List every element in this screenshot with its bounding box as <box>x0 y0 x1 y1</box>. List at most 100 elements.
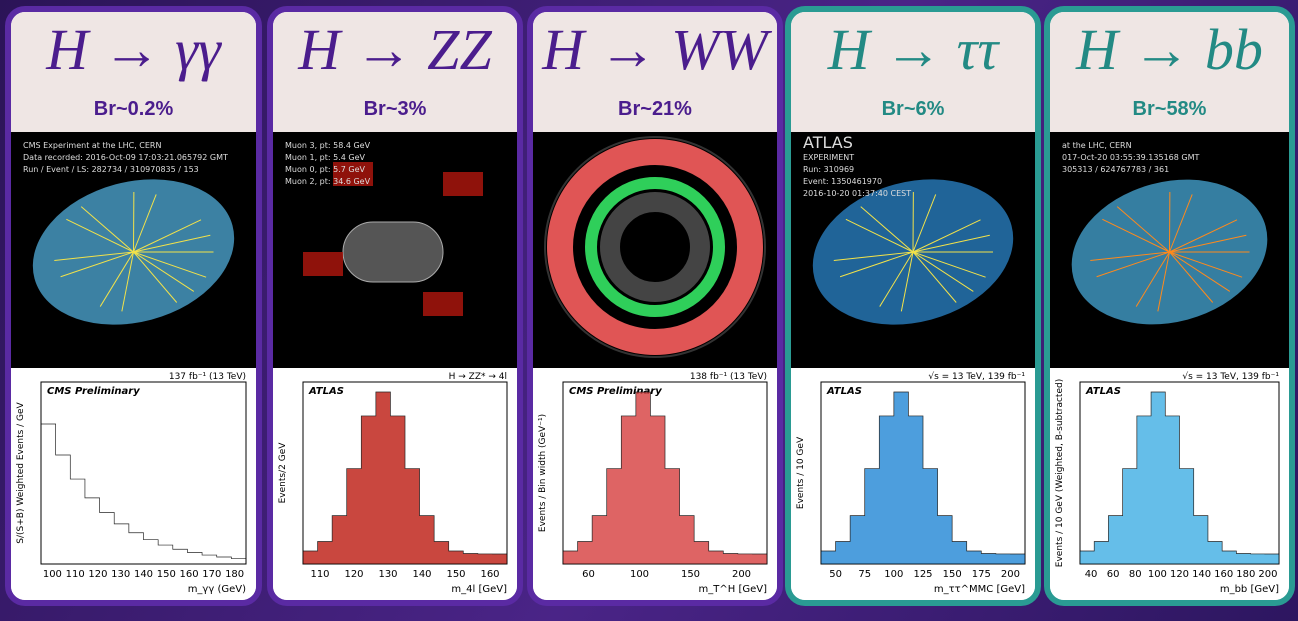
event-label: Muon 0, pt: 5.7 GeV <box>285 165 365 174</box>
plot-lumi: H → ZZ* → 4l <box>449 372 507 382</box>
track <box>121 251 134 312</box>
muon-chamber <box>443 172 483 196</box>
x-tick-label: 150 <box>681 569 700 580</box>
event-display: Muon 3, pt: 58.4 GeV Muon 1, pt: 5.4 GeV M… <box>273 132 517 368</box>
card: H → WW Br~21% CMS Preliminary 138 fb⁻¹ (13 … <box>527 6 783 606</box>
event-display: at the LHC, CERN 017-Oct-20 03:55:39.1351… <box>1050 132 1289 368</box>
x-tick-label: 100 <box>43 569 62 580</box>
event-label: Event: 1350461970 <box>803 177 882 186</box>
card-header: H → WW Br~21% <box>533 12 777 132</box>
x-tick-label: 75 <box>858 569 871 580</box>
x-axis-label: m_bb [GeV] <box>1220 584 1279 595</box>
x-tick-label: 180 <box>225 569 244 580</box>
track <box>912 251 957 303</box>
event-display: ATLAS EXPERIMENT Run: 310969 Event: 1350461… <box>791 132 1035 368</box>
plot: CMS Preliminary 137 fb⁻¹ (13 TeV) S/(S+B) … <box>11 368 256 600</box>
y-axis-label: S/(S+B) Weighted Events / GeV <box>16 401 26 543</box>
track <box>133 219 202 253</box>
x-tick-label: 200 <box>1001 569 1020 580</box>
plot-lumi: 137 fb⁻¹ (13 TeV) <box>169 372 246 382</box>
x-tick-label: 160 <box>180 569 199 580</box>
track <box>845 218 914 253</box>
event-svg: Muon 3, pt: 58.4 GeV Muon 1, pt: 5.4 GeV M… <box>285 141 483 316</box>
x-tick-label: 150 <box>943 569 962 580</box>
x-axis-label: m_ττ^MMC [GeV] <box>934 584 1025 595</box>
plot-shape <box>562 391 768 565</box>
track <box>1169 194 1193 253</box>
event-label: 017-Oct-20 03:55:39.135168 GMT <box>1062 153 1199 162</box>
card: H → ZZ Br~3% Muon 3, pt: 58.4 GeV Muon 1, p… <box>267 6 523 606</box>
event-label: at the LHC, CERN <box>1062 141 1132 150</box>
track <box>1135 251 1170 307</box>
event-svg <box>544 136 766 358</box>
plot: ATLAS √s = 13 TeV, 139 fb⁻¹ Events / 10 Ge… <box>1050 368 1289 600</box>
card: H → γγ Br~0.2% CMS Experiment at the LHC, … <box>5 6 262 606</box>
card-header: H → ZZ Br~3% <box>273 12 517 132</box>
x-tick-label: 130 <box>378 569 397 580</box>
x-axis-label: m_γγ (GeV) <box>188 584 246 595</box>
y-axis-label: Events / Bin width (GeV⁻¹) <box>538 414 548 532</box>
x-tick-label: 60 <box>582 569 595 580</box>
event-label: Muon 3, pt: 58.4 GeV <box>285 141 371 150</box>
plot-lumi: √s = 13 TeV, 139 fb⁻¹ <box>928 371 1025 382</box>
track <box>912 194 937 253</box>
event-label: EXPERIMENT <box>803 153 854 162</box>
track <box>1116 206 1170 253</box>
track <box>1169 251 1243 278</box>
track <box>133 194 157 253</box>
branching-ratio: Br~3% <box>363 98 427 120</box>
event-display: CMS Experiment at the LHC, CERN Data reco… <box>11 132 256 368</box>
track <box>133 251 178 303</box>
x-tick-label: 100 <box>1148 569 1167 580</box>
x-tick-label: 160 <box>480 569 499 580</box>
y-axis-label: Events/2 GeV <box>278 442 288 504</box>
plot-svg: CMS Preliminary 138 fb⁻¹ (13 TeV) Events /… <box>538 372 768 595</box>
track <box>1096 251 1170 278</box>
track <box>1169 251 1231 292</box>
plot-header: CMS Preliminary <box>569 386 662 397</box>
detector-ring <box>600 192 710 302</box>
card-title: H → ττ <box>827 17 999 82</box>
track <box>1090 251 1170 261</box>
plot-header: ATLAS <box>826 386 862 397</box>
muon-chamber <box>303 252 343 276</box>
track <box>54 251 134 261</box>
track <box>60 251 134 278</box>
event-label: 305313 / 624767783 / 361 <box>1062 165 1169 174</box>
x-tick-label: 120 <box>1170 569 1189 580</box>
event-label: Data recorded: 2016-Oct-09 17:03:21.0657… <box>23 153 228 162</box>
plot-svg: CMS Preliminary 137 fb⁻¹ (13 TeV) S/(S+B) … <box>16 372 247 595</box>
event-label: Muon 2, pt: 34.6 GeV <box>285 177 371 186</box>
plot-svg: ATLAS H → ZZ* → 4l Events/2 GeV m_4l [GeV] 1… <box>278 372 508 595</box>
track <box>80 206 134 253</box>
track <box>912 251 974 292</box>
x-tick-label: 130 <box>111 569 130 580</box>
plot-shape <box>302 391 508 565</box>
card: H → bb Br~58% at the LHC, CERN 017-Oct-20 0… <box>1044 6 1295 606</box>
plot-lumi: √s = 13 TeV, 139 fb⁻¹ <box>1182 371 1279 382</box>
y-axis-label: Events / 10 GeV <box>796 436 806 509</box>
x-tick-label: 80 <box>1129 569 1142 580</box>
track <box>133 234 211 253</box>
detector-ring <box>547 139 763 355</box>
event-label: Muon 1, pt: 5.4 GeV <box>285 153 365 162</box>
x-tick-label: 40 <box>1085 569 1098 580</box>
plot-shape <box>820 391 1026 565</box>
x-tick-label: 150 <box>446 569 465 580</box>
event-label: CMS Experiment at the LHC, CERN <box>23 141 161 150</box>
track <box>860 206 914 253</box>
x-tick-label: 200 <box>1258 569 1277 580</box>
plot-header: ATLAS <box>308 386 344 397</box>
plot-shape <box>40 423 247 565</box>
muon-chamber <box>333 162 373 186</box>
track <box>879 251 914 307</box>
x-tick-label: 150 <box>157 569 176 580</box>
track <box>833 251 914 261</box>
track <box>66 218 134 253</box>
muon-chamber <box>423 292 463 316</box>
plot: ATLAS H → ZZ* → 4l Events/2 GeV m_4l [GeV] 1… <box>273 368 517 600</box>
track <box>1102 218 1170 253</box>
branching-ratio: Br~6% <box>881 98 945 120</box>
event-svg: at the LHC, CERN 017-Oct-20 03:55:39.1351… <box>1062 141 1268 325</box>
